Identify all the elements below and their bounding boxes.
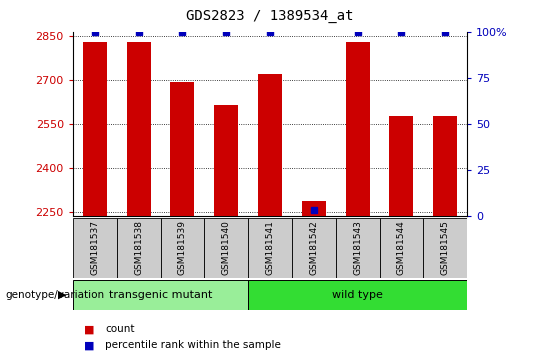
Text: count: count: [105, 324, 135, 334]
Text: GDS2823 / 1389534_at: GDS2823 / 1389534_at: [186, 9, 354, 23]
Text: transgenic mutant: transgenic mutant: [109, 290, 212, 300]
Text: GSM181538: GSM181538: [134, 220, 143, 275]
Text: GSM181541: GSM181541: [266, 220, 274, 275]
Bar: [336, 218, 380, 278]
Text: percentile rank within the sample: percentile rank within the sample: [105, 340, 281, 350]
Text: GSM181545: GSM181545: [441, 220, 450, 275]
Text: GSM181539: GSM181539: [178, 220, 187, 275]
Bar: [160, 218, 204, 278]
Text: GSM181543: GSM181543: [353, 220, 362, 275]
Bar: [170, 81, 194, 216]
Bar: [248, 218, 292, 278]
Bar: [433, 116, 457, 216]
Bar: [204, 218, 248, 278]
Bar: [83, 42, 107, 216]
Text: ■: ■: [84, 324, 94, 334]
Text: ■: ■: [84, 340, 94, 350]
Bar: [73, 280, 248, 310]
Bar: [73, 218, 117, 278]
Text: GSM181540: GSM181540: [222, 220, 231, 275]
Text: wild type: wild type: [332, 290, 383, 300]
Text: GSM181544: GSM181544: [397, 221, 406, 275]
Text: ▶: ▶: [58, 290, 66, 300]
Bar: [302, 201, 326, 216]
Bar: [117, 218, 160, 278]
Text: GSM181542: GSM181542: [309, 221, 318, 275]
Bar: [380, 218, 423, 278]
Bar: [389, 116, 414, 216]
Bar: [423, 218, 467, 278]
Bar: [248, 280, 467, 310]
Bar: [214, 105, 238, 216]
Bar: [258, 74, 282, 216]
Text: genotype/variation: genotype/variation: [5, 290, 105, 300]
Bar: [346, 42, 370, 216]
Bar: [126, 42, 151, 216]
Text: GSM181537: GSM181537: [90, 220, 99, 275]
Bar: [292, 218, 336, 278]
